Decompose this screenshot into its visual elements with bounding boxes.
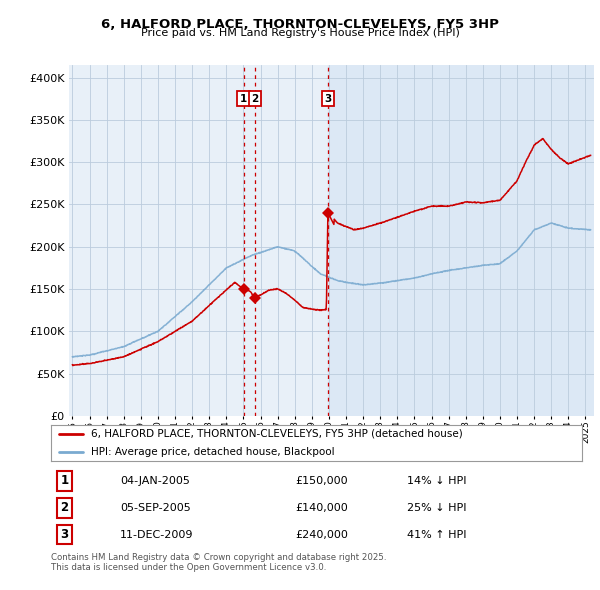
Text: 41% ↑ HPI: 41% ↑ HPI — [407, 530, 466, 540]
Text: 3: 3 — [60, 528, 68, 541]
Bar — [328, 65, 594, 416]
Text: HPI: Average price, detached house, Blackpool: HPI: Average price, detached house, Blac… — [91, 447, 334, 457]
Text: 2: 2 — [251, 94, 259, 104]
Text: 6, HALFORD PLACE, THORNTON-CLEVELEYS, FY5 3HP (detached house): 6, HALFORD PLACE, THORNTON-CLEVELEYS, FY… — [91, 429, 463, 439]
Text: £150,000: £150,000 — [295, 476, 348, 486]
Text: 14% ↓ HPI: 14% ↓ HPI — [407, 476, 466, 486]
Text: 04-JAN-2005: 04-JAN-2005 — [120, 476, 190, 486]
Text: Price paid vs. HM Land Registry's House Price Index (HPI): Price paid vs. HM Land Registry's House … — [140, 28, 460, 38]
Text: 1: 1 — [240, 94, 247, 104]
Text: 05-SEP-2005: 05-SEP-2005 — [120, 503, 191, 513]
Text: 1: 1 — [60, 474, 68, 487]
Text: £140,000: £140,000 — [295, 503, 348, 513]
Text: 2: 2 — [60, 501, 68, 514]
Text: £240,000: £240,000 — [295, 530, 348, 540]
Text: 3: 3 — [324, 94, 332, 104]
Text: 11-DEC-2009: 11-DEC-2009 — [120, 530, 194, 540]
Text: 6, HALFORD PLACE, THORNTON-CLEVELEYS, FY5 3HP: 6, HALFORD PLACE, THORNTON-CLEVELEYS, FY… — [101, 18, 499, 31]
Text: 25% ↓ HPI: 25% ↓ HPI — [407, 503, 466, 513]
Text: Contains HM Land Registry data © Crown copyright and database right 2025.
This d: Contains HM Land Registry data © Crown c… — [51, 553, 386, 572]
